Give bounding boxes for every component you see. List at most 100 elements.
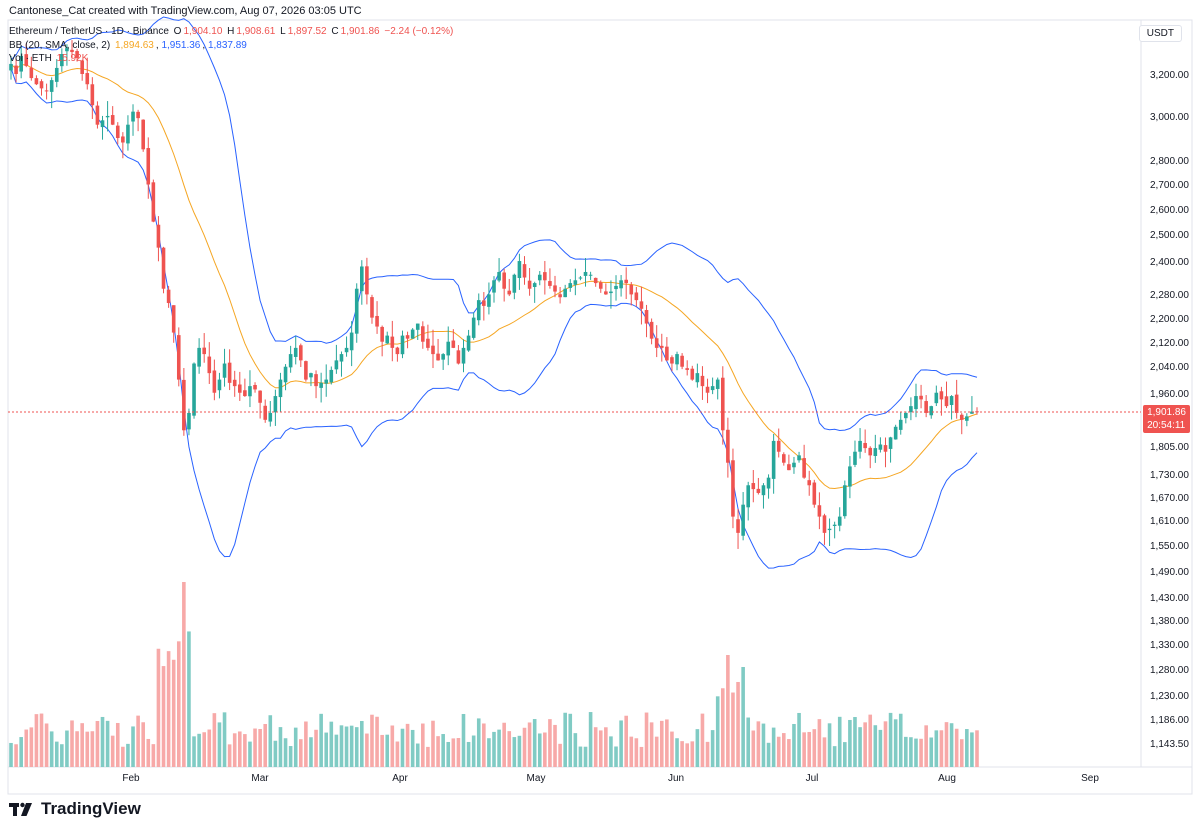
volume-bar <box>197 733 201 767</box>
y-tick-label: 2,200.00 <box>1150 314 1189 325</box>
candle-body <box>537 274 542 281</box>
vol-value: 15.92K <box>56 53 89 64</box>
volume-bar <box>629 736 634 767</box>
volume-bar <box>248 741 252 767</box>
x-tick-label: Jun <box>668 773 684 784</box>
volume-bar <box>60 744 64 767</box>
candle-body <box>482 300 486 306</box>
candle-body <box>176 335 181 380</box>
symbol-name[interactable]: Ethereum / TetherUS · 1D · Binance <box>9 26 169 37</box>
candle-body <box>136 111 140 119</box>
candle-body <box>771 440 776 479</box>
volume-bar <box>54 741 59 767</box>
volume-bar <box>324 732 329 767</box>
candle-body <box>349 332 354 351</box>
currency-button[interactable]: USDT <box>1138 25 1182 42</box>
volume-bar <box>710 730 715 767</box>
volume-bar <box>100 716 105 767</box>
candle-body <box>853 451 857 465</box>
volume-bar <box>182 582 186 767</box>
candle-body <box>665 346 669 361</box>
candle-body <box>151 182 156 222</box>
candle-body <box>451 340 456 348</box>
volume-bar <box>278 727 283 767</box>
volume-bar <box>126 743 130 767</box>
vol-label[interactable]: Vol · ETH <box>9 53 52 64</box>
candle-body <box>868 447 873 456</box>
candle-body <box>644 310 649 324</box>
candle-body <box>837 516 842 526</box>
y-tick-label: 1,490.00 <box>1150 567 1189 578</box>
volume-bar <box>19 737 23 767</box>
candle-body <box>909 406 913 413</box>
volume-bar <box>893 719 898 767</box>
close-label: C <box>331 26 339 37</box>
candle-body <box>441 354 445 360</box>
volume-bar <box>848 719 852 767</box>
candle-body <box>65 48 69 52</box>
x-tick-label: May <box>527 773 546 784</box>
volume-bar <box>553 724 557 767</box>
candle-body <box>354 288 359 334</box>
candle-body <box>227 362 232 383</box>
volume-bar <box>39 713 44 767</box>
candle-body <box>182 379 186 431</box>
bb-label[interactable]: BB (20, SMA, close, 2) <box>9 40 111 51</box>
candle-body <box>309 373 313 378</box>
volume-bar <box>873 725 878 767</box>
candle-body <box>54 67 59 82</box>
volume-bar <box>44 723 49 767</box>
volume-bar <box>832 746 837 767</box>
volume-bar <box>431 720 435 767</box>
candle-body <box>222 363 227 378</box>
volume-bar <box>939 730 944 767</box>
volume-bar <box>888 712 893 767</box>
candle-body <box>466 335 471 351</box>
candle-body <box>365 266 369 295</box>
candle-body <box>685 368 689 370</box>
x-tick-label: Apr <box>392 773 408 784</box>
candle-body <box>405 335 410 339</box>
volume-bar <box>329 721 334 767</box>
y-tick-label: 1,280.00 <box>1150 665 1189 676</box>
volume-bar <box>410 729 415 767</box>
volume-bar <box>690 741 695 767</box>
candle-body <box>273 396 278 413</box>
candle-body <box>532 283 537 287</box>
candle-body <box>634 292 639 301</box>
candle-body <box>49 80 54 92</box>
volume-bar <box>975 730 979 767</box>
close-value: 1,901.86 <box>340 26 380 37</box>
high-value: 1,908.61 <box>236 26 276 37</box>
candle-body <box>115 125 120 139</box>
volume-bar <box>166 651 171 767</box>
volume-bar <box>522 727 527 767</box>
volume-bar <box>29 727 34 767</box>
last-price-value: 1,901.86 <box>1147 407 1186 418</box>
y-tick-label: 1,805.00 <box>1150 442 1189 453</box>
y-tick-label: 1,143.50 <box>1150 739 1189 750</box>
legend-vol-row: Vol · ETH 15.92K <box>9 53 90 64</box>
volume-bar <box>680 741 684 767</box>
candle-body <box>598 282 603 289</box>
volume-bar <box>720 688 725 767</box>
candle-body <box>965 416 969 421</box>
volume-bar <box>512 737 517 767</box>
candle-body <box>293 347 298 357</box>
volume-bar <box>614 746 618 767</box>
candle-body <box>583 271 588 276</box>
volume-bar <box>868 714 873 767</box>
footer-brand[interactable]: TradingView <box>9 799 141 819</box>
candle-body <box>232 379 237 387</box>
volume-bar <box>456 738 461 767</box>
candle-body <box>654 338 659 348</box>
candle-body <box>121 136 125 143</box>
y-tick-label: 2,280.00 <box>1150 290 1189 301</box>
volume-bar <box>568 713 573 767</box>
candle-body <box>456 350 461 364</box>
volume-bar <box>959 739 964 767</box>
volume-bar <box>349 725 354 767</box>
candle-body <box>319 382 323 388</box>
candle-body <box>939 391 944 400</box>
